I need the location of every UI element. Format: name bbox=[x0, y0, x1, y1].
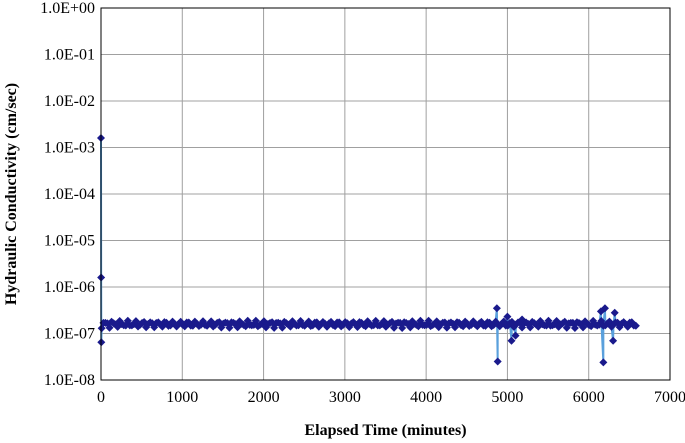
y-tick-label: 1.0E-07 bbox=[44, 326, 95, 343]
x-tick-label: 4000 bbox=[410, 389, 442, 406]
y-axis-title: Hydraulic Conductivity (cm/sec) bbox=[3, 83, 20, 305]
series-path bbox=[100, 138, 636, 363]
y-tick-label: 1.0E-01 bbox=[44, 47, 95, 64]
data-point bbox=[511, 331, 520, 340]
x-tick-label: 7000 bbox=[654, 389, 685, 406]
x-axis-title: Elapsed Time (minutes) bbox=[304, 422, 466, 439]
plot-area-frame bbox=[100, 7, 671, 381]
y-tick-label: 1.0E-02 bbox=[44, 93, 95, 110]
x-axis-tick-labels: 0 1000 2000 3000 4000 5000 6000 7000 bbox=[97, 389, 685, 406]
x-tick-label: 5000 bbox=[491, 389, 523, 406]
series-markers bbox=[97, 134, 640, 367]
x-tick-label: 3000 bbox=[329, 389, 361, 406]
y-tick-label: 1.0E-05 bbox=[44, 233, 95, 250]
x-tick-label: 2000 bbox=[248, 389, 280, 406]
y-tick-label: 1.0E+00 bbox=[40, 0, 95, 17]
data-point bbox=[507, 336, 516, 345]
data-point bbox=[599, 358, 608, 367]
data-point bbox=[105, 323, 114, 332]
y-tick-label: 1.0E-06 bbox=[44, 279, 95, 296]
data-point bbox=[493, 357, 502, 366]
data-point bbox=[600, 304, 609, 313]
y-tick-label: 1.0E-08 bbox=[44, 372, 95, 389]
x-tick-label: 1000 bbox=[166, 389, 198, 406]
x-tick-label: 6000 bbox=[573, 389, 605, 406]
data-point bbox=[503, 312, 512, 321]
y-axis-tick-labels: 1.0E-08 1.0E-07 1.0E-06 1.0E-05 1.0E-04 1.0E-… bbox=[40, 0, 95, 389]
data-point bbox=[609, 336, 618, 345]
data-point bbox=[492, 304, 501, 313]
x-tick-label: 0 bbox=[97, 389, 105, 406]
data-point bbox=[610, 308, 619, 317]
series-line bbox=[100, 138, 636, 363]
y-tick-label: 1.0E-04 bbox=[44, 186, 95, 203]
y-tick-label: 1.0E-03 bbox=[44, 140, 95, 157]
data-point bbox=[631, 321, 640, 330]
